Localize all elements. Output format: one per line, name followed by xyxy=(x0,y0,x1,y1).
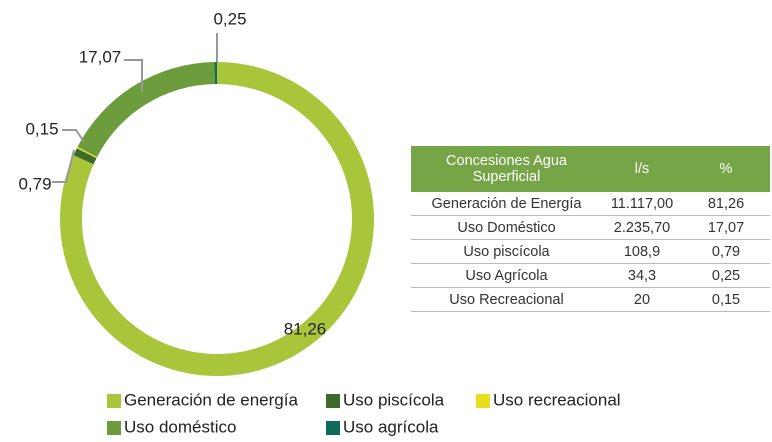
table-row: Uso Doméstico 2.235,70 17,07 xyxy=(411,215,770,240)
table-cell: 108,9 xyxy=(602,239,682,264)
table-cell: Uso piscícola xyxy=(411,239,602,264)
table-row: Uso Agrícola 34,3 0,25 xyxy=(411,263,770,288)
legend-swatch xyxy=(326,394,340,408)
legend-label: Uso agrícola xyxy=(343,417,439,436)
table-row: Uso Recreacional 20 0,15 xyxy=(411,287,770,312)
leader-line xyxy=(52,149,75,183)
leader-line xyxy=(124,59,143,92)
header-cell: l/s xyxy=(602,146,682,192)
header-cell: % xyxy=(682,146,770,192)
table-cell: Generación de Energía xyxy=(411,192,602,216)
data-label: 17,07 xyxy=(79,47,122,66)
table-cell: 17,07 xyxy=(682,215,770,240)
legend-label: Generación de energía xyxy=(124,390,298,409)
slice xyxy=(214,62,217,85)
table-cell: Uso Recreacional xyxy=(411,287,602,312)
data-table: Concesiones Agua Superficial l/s% Generaci… xyxy=(411,146,770,312)
leader-line xyxy=(62,129,85,143)
table-cell: 81,26 xyxy=(682,192,770,216)
legend-swatch xyxy=(107,421,121,435)
table-row: Uso piscícola 108,9 0,79 xyxy=(411,239,770,264)
table-cell: 20 xyxy=(602,287,682,312)
data-label: 81,26 xyxy=(284,319,327,338)
legend-label: Uso recreacional xyxy=(493,390,621,409)
table-cell: 0,79 xyxy=(682,239,770,264)
header-row: Concesiones Agua Superficial l/s% xyxy=(411,146,770,192)
table-cell: 34,3 xyxy=(602,263,682,288)
table-cell: 11.117,00 xyxy=(602,192,682,216)
table-cell: Uso Agrícola xyxy=(411,263,602,288)
table-row: Generación de Energía 11.117,00 81,26 xyxy=(411,192,770,216)
slice xyxy=(77,62,215,157)
header-cell: Concesiones Agua Superficial xyxy=(411,146,602,192)
table-cell: 0,25 xyxy=(682,263,770,288)
table-cell: Uso Doméstico xyxy=(411,215,602,240)
legend-label: Uso doméstico xyxy=(124,417,236,436)
legend-label: Uso piscícola xyxy=(343,390,445,409)
slice xyxy=(76,146,98,159)
data-label: 0,15 xyxy=(25,119,58,138)
table-cell: 2.235,70 xyxy=(602,215,682,240)
data-label: 0,25 xyxy=(213,9,246,28)
legend-swatch xyxy=(326,421,340,435)
table-cell: 0,15 xyxy=(682,287,770,312)
slice xyxy=(73,148,97,165)
data-label: 0,79 xyxy=(18,174,51,193)
legend-swatch xyxy=(476,394,490,408)
legend-swatch xyxy=(107,394,121,408)
